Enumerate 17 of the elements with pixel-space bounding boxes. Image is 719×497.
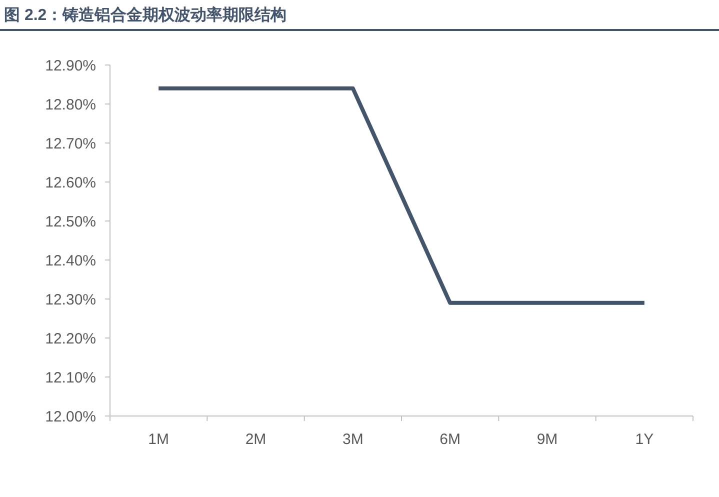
x-tick-label: 1Y bbox=[635, 431, 654, 448]
x-tick-label: 1M bbox=[148, 431, 170, 448]
y-tick-label: 12.90% bbox=[45, 57, 96, 74]
y-tick-label: 12.60% bbox=[45, 174, 96, 192]
y-tick-label: 12.00% bbox=[45, 408, 96, 426]
x-tick-label: 9M bbox=[536, 431, 558, 448]
y-tick-label: 12.50% bbox=[45, 213, 96, 230]
y-tick-label: 12.40% bbox=[45, 252, 96, 270]
x-tick-label: 3M bbox=[342, 431, 364, 448]
y-tick-label: 12.30% bbox=[45, 291, 96, 308]
x-tick-label: 2M bbox=[245, 431, 266, 448]
y-tick-label: 12.20% bbox=[45, 330, 96, 348]
chart-title: 图 2.2：铸造铝合金期权波动率期限结构 bbox=[4, 5, 287, 24]
y-tick-label: 12.70% bbox=[45, 135, 96, 152]
x-tick-label: 6M bbox=[440, 431, 461, 448]
y-tick-label: 12.80% bbox=[45, 96, 96, 114]
y-tick-label: 12.10% bbox=[45, 369, 96, 386]
